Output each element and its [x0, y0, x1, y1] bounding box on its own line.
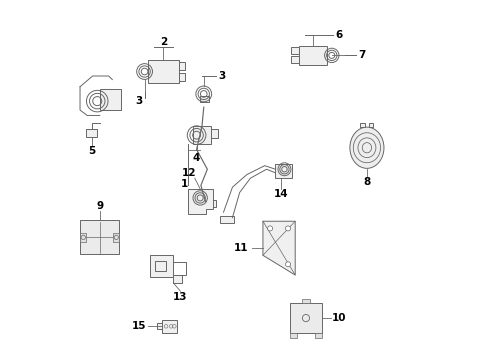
Text: 2: 2: [160, 37, 167, 47]
Bar: [80, 220, 120, 255]
Text: 15: 15: [132, 321, 147, 331]
Circle shape: [286, 262, 291, 267]
Text: 14: 14: [273, 189, 288, 199]
Circle shape: [286, 226, 291, 231]
Circle shape: [268, 226, 272, 231]
Bar: [299, 45, 327, 65]
Text: 3: 3: [218, 71, 225, 81]
Bar: [87, 129, 97, 137]
Ellipse shape: [350, 127, 384, 168]
Bar: [290, 333, 296, 338]
Text: 4: 4: [193, 153, 200, 163]
Text: 6: 6: [335, 30, 342, 40]
Bar: [193, 126, 211, 144]
Bar: [220, 216, 234, 223]
Bar: [100, 89, 122, 110]
Bar: [148, 60, 179, 83]
Text: 8: 8: [363, 177, 370, 187]
Bar: [275, 164, 292, 178]
Text: 11: 11: [234, 243, 248, 253]
Text: 5: 5: [88, 146, 96, 156]
Bar: [157, 323, 162, 329]
Bar: [290, 303, 322, 333]
Text: 10: 10: [332, 313, 346, 323]
Bar: [113, 233, 120, 242]
Bar: [200, 96, 209, 102]
Text: 3: 3: [136, 96, 143, 106]
Bar: [202, 201, 216, 207]
Bar: [179, 73, 185, 81]
Text: 13: 13: [173, 292, 188, 302]
Text: 12: 12: [182, 168, 196, 178]
Bar: [173, 275, 182, 283]
Bar: [315, 333, 322, 338]
Bar: [80, 233, 87, 242]
Bar: [369, 123, 373, 127]
Text: 7: 7: [358, 50, 366, 60]
Bar: [150, 255, 173, 277]
Bar: [155, 261, 166, 271]
Polygon shape: [263, 221, 295, 275]
Bar: [361, 123, 365, 127]
Polygon shape: [188, 189, 213, 214]
Bar: [291, 48, 299, 54]
Bar: [302, 298, 310, 303]
Text: 9: 9: [96, 201, 103, 211]
Text: 1: 1: [180, 179, 188, 189]
Bar: [179, 62, 185, 70]
Bar: [211, 129, 218, 138]
Bar: [291, 57, 299, 63]
Bar: [162, 320, 177, 333]
